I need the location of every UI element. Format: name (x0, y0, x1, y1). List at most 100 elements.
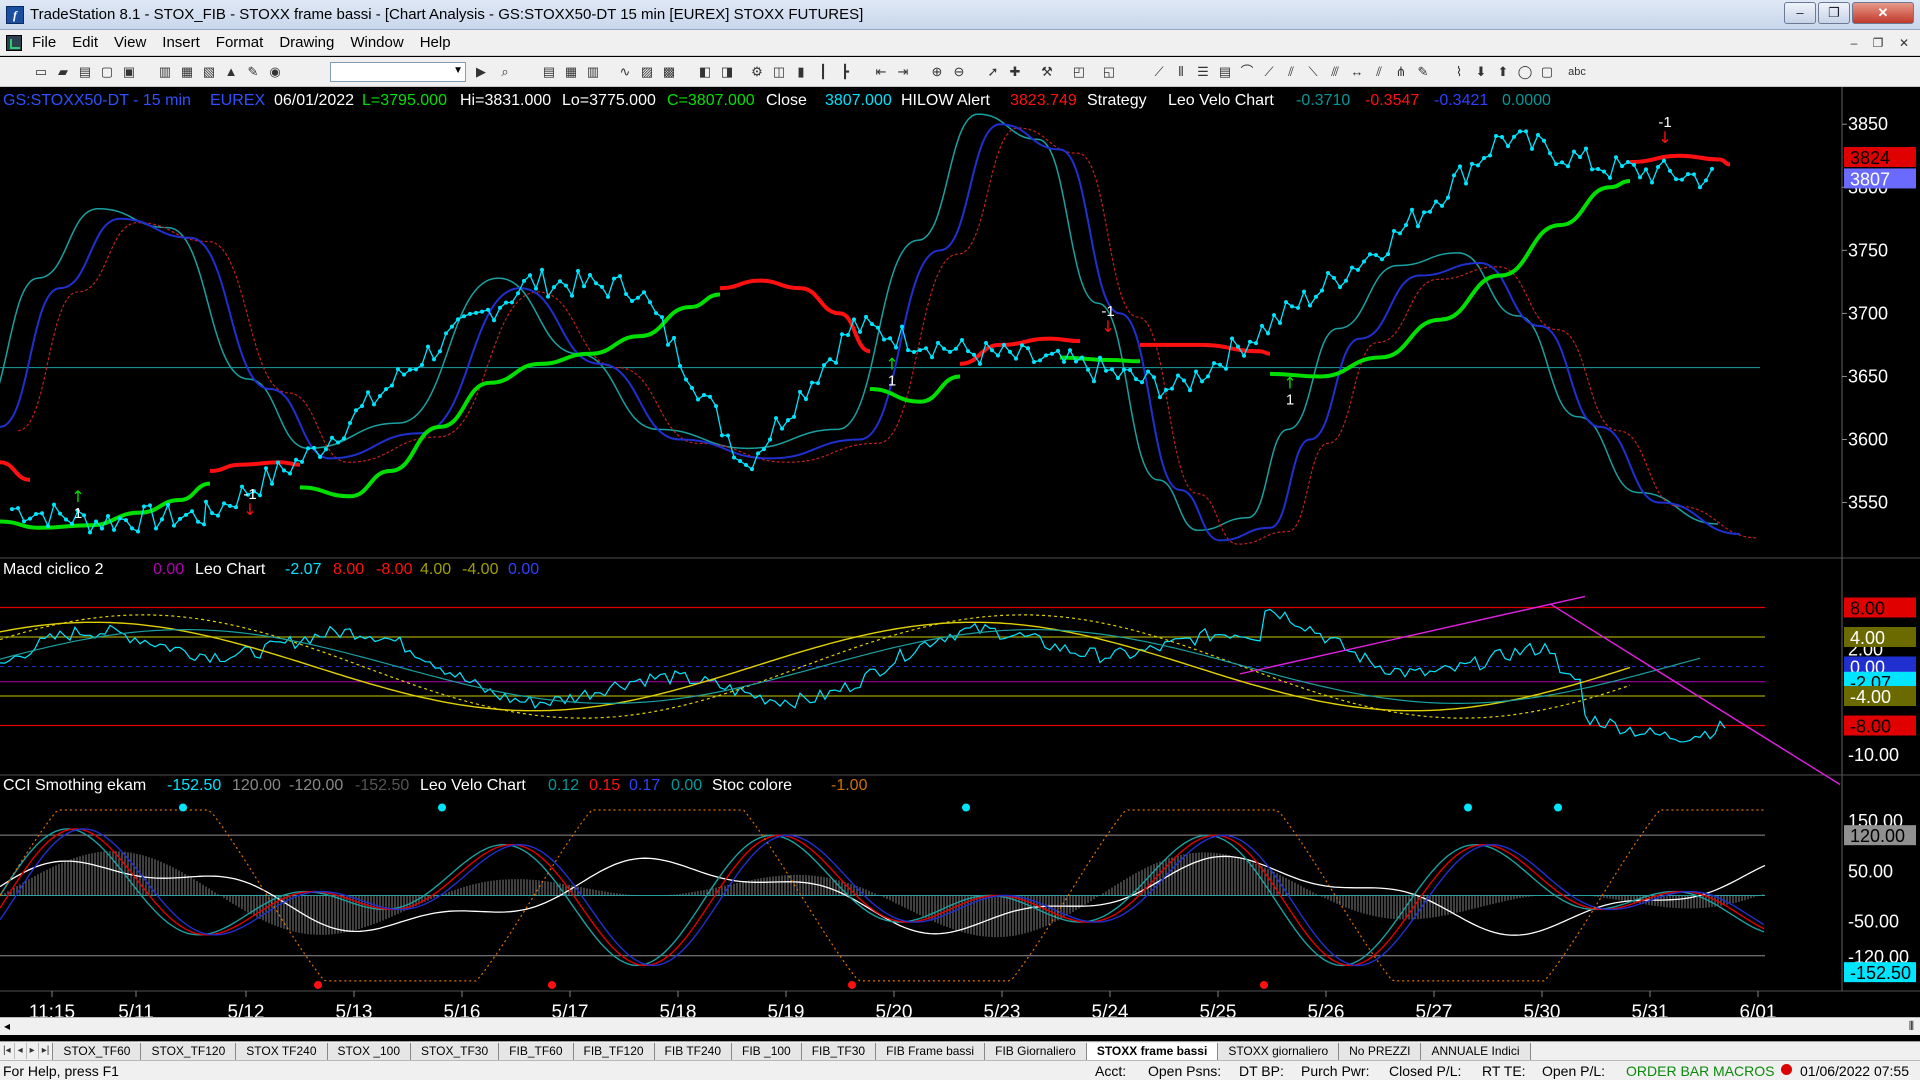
status-macros[interactable]: MACROS (1713, 1063, 1775, 1079)
strategy-icon[interactable]: ▩ (662, 64, 676, 79)
fibonacci-icon[interactable]: ▤ (1218, 64, 1232, 79)
mdi-minimize-button[interactable]: ‒ (1850, 36, 1858, 50)
tab-first-icon[interactable]: |◂ (0, 1043, 15, 1059)
ohlc-icon[interactable]: ┣ (841, 64, 849, 79)
search-icon[interactable]: ⌕ (501, 64, 509, 79)
chart-canvas[interactable]: 1↑ -1↓1↑-1↓1↑-1↓ 11:15 5/11 5/12 5/13 5/16 5/1… (0, 87, 1920, 1025)
zoom-in-icon[interactable]: ⊕ (931, 64, 943, 79)
scroll-right-icon[interactable]: ⇥ (897, 64, 909, 79)
format-icon[interactable]: ▤ (542, 64, 556, 79)
menu-drawing[interactable]: Drawing (279, 34, 335, 51)
menu-help[interactable]: Help (419, 34, 451, 51)
workspace-tab[interactable]: FIB_TF120 (572, 1042, 655, 1060)
cci-pane[interactable] (0, 803, 1766, 989)
print-icon[interactable]: ▥ (158, 64, 172, 79)
workspace-tab[interactable]: STOX TF240 (235, 1042, 328, 1060)
menu-insert[interactable]: Insert (162, 34, 200, 51)
scroll-right-thumb-icon[interactable]: ⦀ (1908, 1019, 1914, 1033)
vertical-lines-icon[interactable]: ⦀ (1178, 64, 1184, 79)
order-icon[interactable]: ◰ (1072, 64, 1086, 79)
pitchfork-icon[interactable]: ⋔ (1395, 64, 1407, 79)
new-icon[interactable]: ▭ (34, 64, 48, 79)
trendline-icon[interactable]: ⟋ (1154, 64, 1164, 79)
workspace-tab[interactable]: FIB_TF60 (498, 1042, 574, 1060)
tradestation-app-icon[interactable]: f (6, 6, 24, 24)
play-icon[interactable]: ▶ (476, 64, 486, 79)
menu-file[interactable]: File (32, 34, 57, 51)
maximize-button[interactable]: ❐ (1818, 2, 1850, 24)
tab-next-icon[interactable]: ▸ (27, 1043, 39, 1059)
speed-lines-icon[interactable]: ⫻ (1331, 64, 1339, 79)
menu-window[interactable]: Window (350, 34, 404, 51)
workspace-tab[interactable]: STOX_TF60 (52, 1042, 142, 1060)
workspace-tab[interactable]: ANNUALE Indici (1420, 1042, 1531, 1060)
open-icon[interactable]: ▰ (58, 64, 68, 79)
crosshair-icon[interactable]: ✚ (1009, 64, 1021, 79)
settings-icon[interactable]: ⚙ (751, 64, 763, 79)
chart-window-icon[interactable] (6, 35, 22, 51)
candles-icon[interactable]: ┃ (819, 64, 827, 79)
menu-view[interactable]: View (114, 34, 147, 51)
hammer-icon[interactable]: ⚒ (1041, 64, 1053, 79)
workspace-tab[interactable]: No PREZZI (1338, 1042, 1422, 1060)
pen-icon[interactable]: ✎ (1417, 64, 1429, 79)
indicator-icon[interactable]: ▨ (640, 64, 654, 79)
workspace-tab[interactable]: FIB Giornaliero (984, 1042, 1087, 1060)
regression-icon[interactable]: ⟍ (1308, 64, 1318, 79)
workspace-tab[interactable]: STOXX frame bassi (1085, 1042, 1219, 1060)
status-order-bar[interactable]: ORDER BAR (1626, 1063, 1710, 1079)
horizontal-lines-icon[interactable]: ☰ (1197, 64, 1209, 79)
scroll-left-arrow-icon[interactable]: ◂ (4, 1019, 11, 1033)
arrow-up-icon[interactable]: ⬆ (1497, 64, 1509, 79)
bars-icon[interactable]: ▮ (797, 64, 805, 79)
wave-icon[interactable]: ∿ (619, 64, 631, 79)
open-workspace-icon[interactable]: ▤ (78, 64, 92, 79)
tab-last-icon[interactable]: ▸| (39, 1043, 54, 1059)
alert-icon[interactable]: ◱ (1102, 64, 1116, 79)
scanner-icon[interactable]: ◫ (772, 64, 786, 79)
mdi-close-button[interactable]: ✕ (1898, 36, 1910, 50)
chart-icon[interactable]: ▦ (180, 64, 194, 79)
ellipse-icon[interactable]: ◯ (1517, 64, 1533, 79)
text-icon[interactable]: abc (1568, 66, 1586, 78)
windows-icon[interactable]: ◨ (720, 64, 734, 79)
horizontal-scrollbar[interactable]: ◂ ⦀ (0, 1017, 1920, 1035)
arc-icon[interactable]: ⌒ (1240, 64, 1254, 79)
menu-edit[interactable]: Edit (72, 34, 99, 51)
analysis-icon[interactable]: ▦ (564, 64, 578, 79)
apps-icon[interactable]: ◉ (269, 64, 281, 79)
channel-icon[interactable]: ⫽ (1288, 64, 1294, 79)
gann-icon[interactable]: ⟋ (1264, 64, 1274, 79)
workspace-tab[interactable]: FIB TF240 (653, 1042, 733, 1060)
save-icon[interactable]: ▣ (122, 64, 136, 79)
insert-icon[interactable]: ◧ (698, 64, 712, 79)
freehand-icon[interactable]: ⌇ (1455, 64, 1463, 79)
symbol-combo[interactable]: ▼ (330, 62, 466, 82)
scroll-left-icon[interactable]: ⇤ (875, 64, 887, 79)
workspace-tab[interactable]: STOX_TF30 (410, 1042, 500, 1060)
pointer-icon[interactable]: ➚ (987, 64, 999, 79)
workspace-tab[interactable]: STOXX giornaliero (1217, 1042, 1340, 1060)
new-workspace-icon[interactable]: ▢ (100, 64, 114, 79)
workspace-tab[interactable]: FIB_TF30 (800, 1042, 877, 1060)
grid-icon[interactable]: ▧ (202, 64, 216, 79)
menu-format[interactable]: Format (215, 34, 264, 51)
extend-icon[interactable]: ↔ (1350, 64, 1364, 79)
tools-icon[interactable]: ✎ (247, 64, 259, 79)
price-pane[interactable]: 1↑ -1↓1↑-1↓1↑-1↓ (0, 113, 1760, 545)
arrow-down-icon[interactable]: ⬇ (1475, 64, 1487, 79)
workspace-tab[interactable]: FIB _100 (731, 1042, 802, 1060)
macd-pane[interactable] (0, 595, 1841, 786)
parallel-icon[interactable]: ⫽ (1376, 64, 1382, 79)
mdi-restore-button[interactable]: ❐ (1872, 36, 1884, 50)
close-button[interactable]: ✕ (1852, 2, 1914, 24)
minimize-button[interactable]: ‒ (1784, 2, 1816, 24)
workspace-tab[interactable]: STOX_TF120 (140, 1042, 237, 1060)
table-icon[interactable]: ▥ (586, 64, 600, 79)
workspace-tab[interactable]: FIB Frame bassi (875, 1042, 986, 1060)
rectangle-icon[interactable]: ▢ (1540, 64, 1554, 79)
zoom-out-icon[interactable]: ⊖ (953, 64, 965, 79)
tab-prev-icon[interactable]: ◂ (15, 1043, 27, 1059)
workspace-tab[interactable]: STOX _100 (326, 1042, 412, 1060)
chart-area[interactable]: 1 ↑ -1 ↓ 1 ↑ -1 ↓ 1 ↑ -1 ↓ 11:15 5/11 5/12 5/13 5/16 5/1… (0, 87, 1920, 1025)
